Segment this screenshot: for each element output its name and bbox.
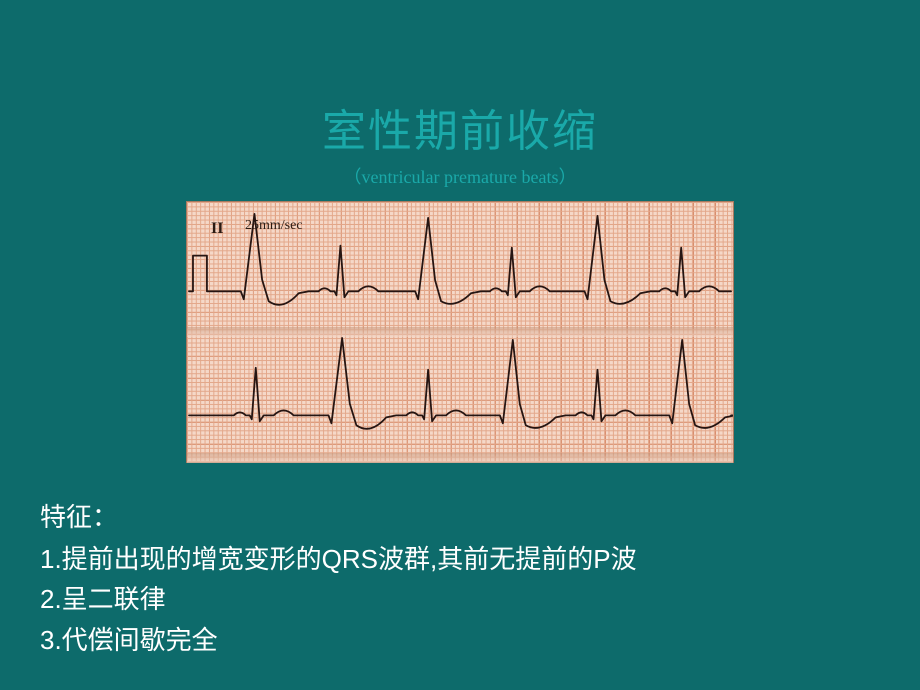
- feature-item: 2.呈二联律: [40, 579, 637, 619]
- feature-item: 1.提前出现的增宽变形的QRS波群,其前无提前的P波: [40, 539, 637, 579]
- ecg-trace: [187, 202, 733, 462]
- feature-item: 3.代偿间歇完全: [40, 620, 637, 660]
- title-sub: （ventricular premature beats）: [0, 163, 920, 189]
- title-main: 室性期前收缩: [0, 95, 920, 159]
- title-block: 室性期前收缩 （ventricular premature beats）: [0, 0, 920, 189]
- ecg-image: II 25mm/sec: [186, 201, 734, 463]
- features-block: 特征： 1.提前出现的增宽变形的QRS波群,其前无提前的P波 2.呈二联律 3.…: [40, 497, 637, 660]
- features-header: 特征：: [40, 497, 637, 537]
